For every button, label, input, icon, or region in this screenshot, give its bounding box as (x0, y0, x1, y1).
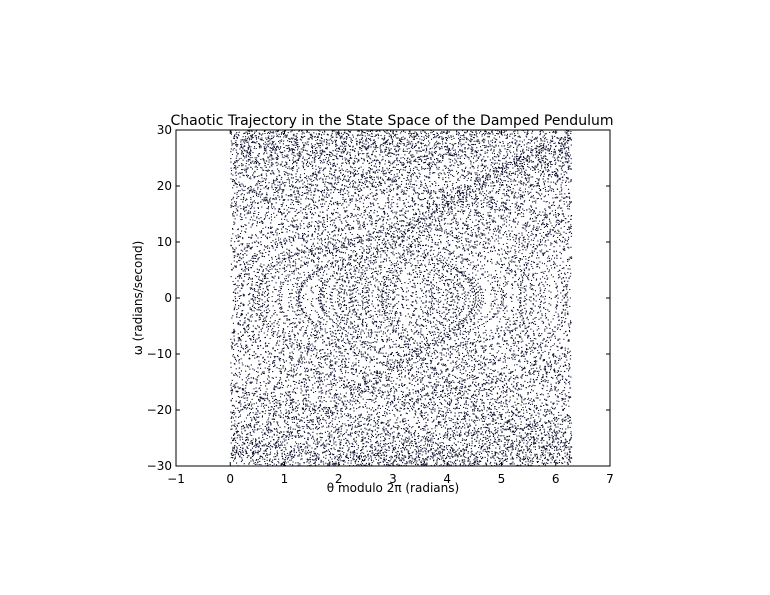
x-axis: −1 0 1 2 3 4 5 6 7 (167, 130, 614, 486)
scatter-point-batch (230, 129, 573, 467)
x-tick-label: 3 (389, 472, 397, 486)
x-tick-label: 4 (443, 472, 451, 486)
scatter-point-batch (230, 129, 572, 467)
x-tick-label: −1 (167, 472, 185, 486)
x-tick-label: 0 (226, 472, 234, 486)
x-tick-label: 1 (281, 472, 289, 486)
y-axis: −30 −20 −10 0 10 20 30 (147, 123, 610, 473)
x-tick-label: 2 (335, 472, 343, 486)
y-tick-label: 20 (157, 179, 172, 193)
y-tick-label: 0 (164, 291, 172, 305)
scatter-points (230, 129, 573, 467)
chart-title: Chaotic Trajectory in the State Space of… (171, 113, 614, 129)
x-tick-label: 5 (498, 472, 506, 486)
y-axis-label: ω (radians/second) (131, 241, 145, 356)
y-tick-label: −20 (147, 403, 172, 417)
y-tick-label: −10 (147, 347, 172, 361)
x-tick-label: 6 (552, 472, 560, 486)
x-axis-label: θ modulo 2π (radians) (327, 481, 459, 495)
y-tick-label: 30 (157, 123, 172, 137)
y-tick-label: 10 (157, 235, 172, 249)
x-tick-label: 7 (606, 472, 614, 486)
y-tick-label: −30 (147, 459, 172, 473)
scatter-point-batch (230, 129, 573, 467)
scatter-point-batch (248, 133, 570, 258)
